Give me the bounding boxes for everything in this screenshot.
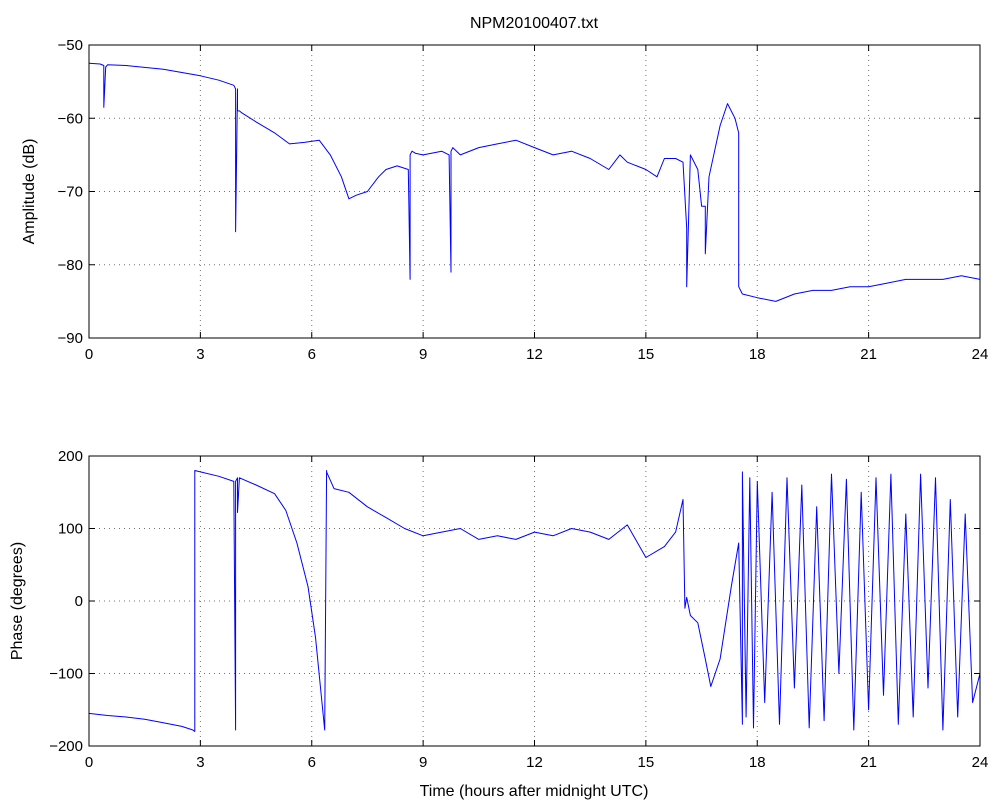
- y-tick-label: −60: [58, 110, 83, 127]
- y-tick-label: 0: [75, 593, 83, 610]
- amplitude-grid: [89, 45, 980, 338]
- x-tick-label: 6: [308, 754, 316, 771]
- chart-title: NPM20100407.txt: [470, 15, 599, 32]
- x-tick-label: 12: [526, 754, 543, 771]
- y-tick-label: −70: [58, 184, 83, 201]
- x-tick-label: 24: [972, 754, 989, 771]
- x-tick-label: 18: [749, 754, 766, 771]
- x-tick-label: 3: [196, 754, 204, 771]
- amplitude-axes: 0 3 6 9 12 15 18 21 24 −50 −60 −70 −80 −90 Amplitude …: [21, 37, 988, 363]
- y-tick-label: 100: [58, 521, 83, 538]
- x-tick-label: 9: [419, 346, 427, 363]
- x-tick-label: 12: [526, 346, 543, 363]
- phase-xlabel: Time (hours after midnight UTC): [420, 783, 649, 800]
- x-tick-label: 6: [308, 346, 316, 363]
- x-tick-label: 21: [860, 346, 877, 363]
- amplitude-ylabel: Amplitude (dB): [21, 139, 38, 245]
- phase-ylabel: Phase (degrees): [9, 542, 26, 660]
- phase-axes: 0 3 6 9 12 15 18 21 24 200 100 0 −100 −200 Phase (deg…: [9, 448, 988, 800]
- x-tick-label: 9: [419, 754, 427, 771]
- y-tick-label: −80: [58, 257, 83, 274]
- y-tick-label: 200: [58, 448, 83, 465]
- y-tick-label: −90: [58, 330, 83, 347]
- x-tick-label: 15: [638, 346, 655, 363]
- x-tick-label: 0: [85, 754, 93, 771]
- phase-ticks: 0 3 6 9 12 15 18 21 24 200 100 0 −100 −200: [49, 448, 988, 771]
- x-tick-label: 21: [860, 754, 877, 771]
- phase-line: [88, 470, 981, 732]
- x-tick-label: 15: [638, 754, 655, 771]
- x-tick-label: 24: [972, 346, 989, 363]
- x-tick-label: 18: [749, 346, 766, 363]
- y-tick-label: −100: [49, 666, 83, 683]
- phase-grid: [89, 456, 980, 746]
- x-tick-label: 0: [85, 346, 93, 363]
- y-tick-label: −200: [49, 738, 83, 755]
- x-tick-label: 3: [196, 346, 204, 363]
- amplitude-line: [88, 62, 981, 302]
- y-tick-label: −50: [58, 37, 83, 54]
- amplitude-ticks: 0 3 6 9 12 15 18 21 24 −50 −60 −70 −80 −90: [58, 37, 989, 363]
